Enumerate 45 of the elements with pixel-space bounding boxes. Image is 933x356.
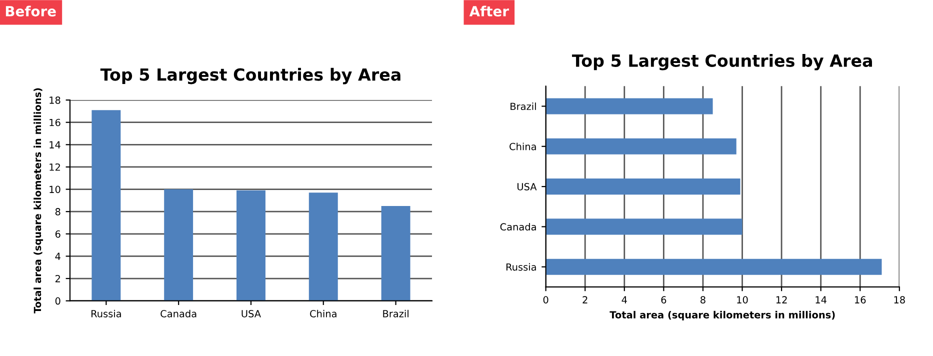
y-axis-title: Total area (square kilometers in millions): [34, 88, 44, 314]
x-tick-label: Russia: [91, 310, 121, 318]
y-tick-label: 8: [55, 208, 60, 216]
y-tick-label: 14: [50, 141, 60, 148]
x-tick-label: 18: [894, 296, 905, 304]
x-tick-label: 10: [737, 296, 748, 304]
y-tick-label: Russia: [506, 263, 536, 271]
x-tick-label: 8: [700, 296, 706, 304]
bar: [546, 138, 736, 154]
chart-title: Top 5 Largest Countries by Area: [100, 68, 400, 84]
bar: [92, 110, 121, 301]
bar: [546, 98, 713, 114]
x-tick-label: Canada: [160, 310, 196, 318]
y-tick-label: Canada: [500, 223, 536, 231]
x-tick-label: 14: [816, 296, 826, 304]
x-tick-label: 2: [582, 296, 588, 304]
bar: [546, 178, 740, 195]
x-axis-title: Total area (square kilometers in millions): [610, 310, 835, 320]
y-tick-label: 6: [55, 230, 60, 238]
x-tick-label: China: [310, 310, 336, 318]
x-tick-label: 12: [776, 296, 787, 304]
bar: [381, 206, 410, 301]
y-tick-label: 4: [55, 252, 60, 260]
bar: [236, 190, 266, 301]
y-tick-label: 16: [50, 118, 60, 126]
x-tick-label: Brazil: [383, 310, 408, 318]
text: Before: [6, 6, 56, 16]
y-tick-label: 18: [50, 96, 60, 104]
y-tick-label: Brazil: [510, 102, 536, 110]
y-tick-label: China: [510, 142, 536, 150]
x-tick-label: USA: [242, 310, 261, 318]
bar: [164, 189, 194, 301]
x-tick-label: 6: [661, 296, 666, 304]
text: After: [469, 6, 509, 16]
bar: [546, 218, 742, 235]
y-tick-label: 12: [50, 163, 60, 171]
x-tick-label: 16: [855, 296, 866, 304]
y-tick-label: 2: [55, 274, 60, 282]
bar: [308, 192, 338, 301]
x-tick-label: 4: [622, 296, 627, 304]
y-tick-label: USA: [518, 183, 537, 190]
bar: [546, 258, 882, 275]
chart-title: Top 5 Largest Countries by Area: [572, 54, 872, 70]
x-tick-label: 0: [543, 296, 548, 304]
y-tick-label: 10: [50, 186, 60, 194]
